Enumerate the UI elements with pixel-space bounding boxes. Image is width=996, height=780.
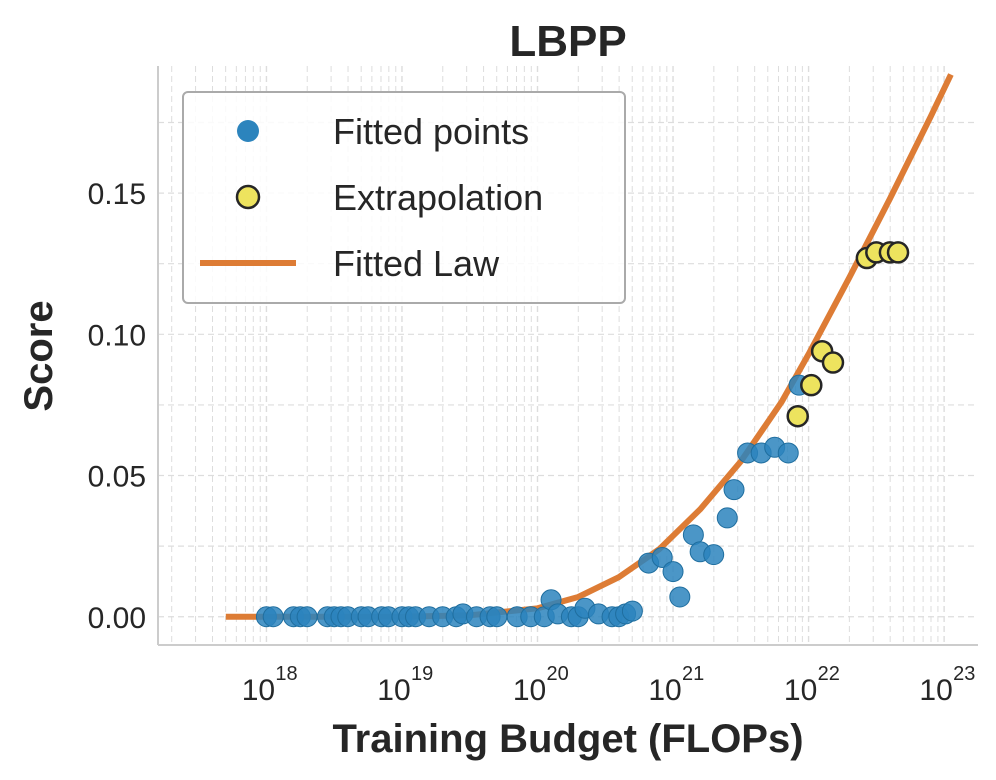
legend-fitted-marker	[237, 120, 259, 142]
extrapolation-point	[821, 351, 845, 374]
extrapolation-series	[786, 241, 910, 428]
legend: Fitted points Extrapolation Fitted Law	[182, 91, 626, 304]
fitted-point	[777, 442, 799, 464]
fitted-point	[669, 586, 691, 608]
fitted-point	[716, 507, 738, 529]
fitted-points-series	[255, 374, 810, 628]
x-tick-exponent: 19	[411, 663, 433, 685]
legend-fitted-label: Fitted points	[333, 111, 529, 152]
fitted-point	[262, 606, 284, 628]
x-tick-label: 10	[513, 674, 546, 707]
x-tick-label: 10	[648, 674, 681, 707]
x-tick-label: 10	[919, 674, 952, 707]
x-tick-label: 10	[377, 674, 410, 707]
y-tick-label: 0.05	[88, 461, 146, 494]
x-tick-exponent: 20	[547, 663, 569, 685]
fitted-point	[703, 544, 725, 566]
extrapolation-point	[786, 404, 809, 428]
fitted-point	[296, 606, 318, 628]
axes	[157, 66, 978, 646]
extrapolation-point	[800, 373, 823, 397]
legend-box	[182, 91, 626, 304]
x-tick-exponent: 22	[818, 663, 840, 685]
x-axis-label: Training Budget (FLOPs)	[332, 717, 803, 761]
fitted-point	[621, 600, 643, 622]
x-tick-label: 10	[242, 674, 275, 707]
y-tick-label: 0.15	[88, 178, 146, 211]
x-tick-label: 10	[784, 674, 817, 707]
legend-extrap-label: Extrapolation	[333, 177, 543, 218]
y-axis-label: Score	[17, 300, 61, 411]
x-tick-exponent: 23	[953, 663, 975, 685]
fitted-point	[651, 546, 673, 568]
legend-extrap-marker	[235, 184, 261, 210]
y-tick-label: 0.10	[88, 319, 146, 352]
y-tick-label: 0.00	[88, 602, 146, 635]
chart-title: LBPP	[509, 17, 626, 66]
x-tick-exponent: 18	[275, 663, 297, 685]
fitted-point	[723, 479, 745, 501]
fitted-point	[486, 606, 508, 628]
x-tick-exponent: 21	[682, 663, 704, 685]
fitted-point	[662, 561, 684, 583]
legend-law-label: Fitted Law	[333, 243, 500, 284]
extrapolation-point	[886, 241, 910, 264]
